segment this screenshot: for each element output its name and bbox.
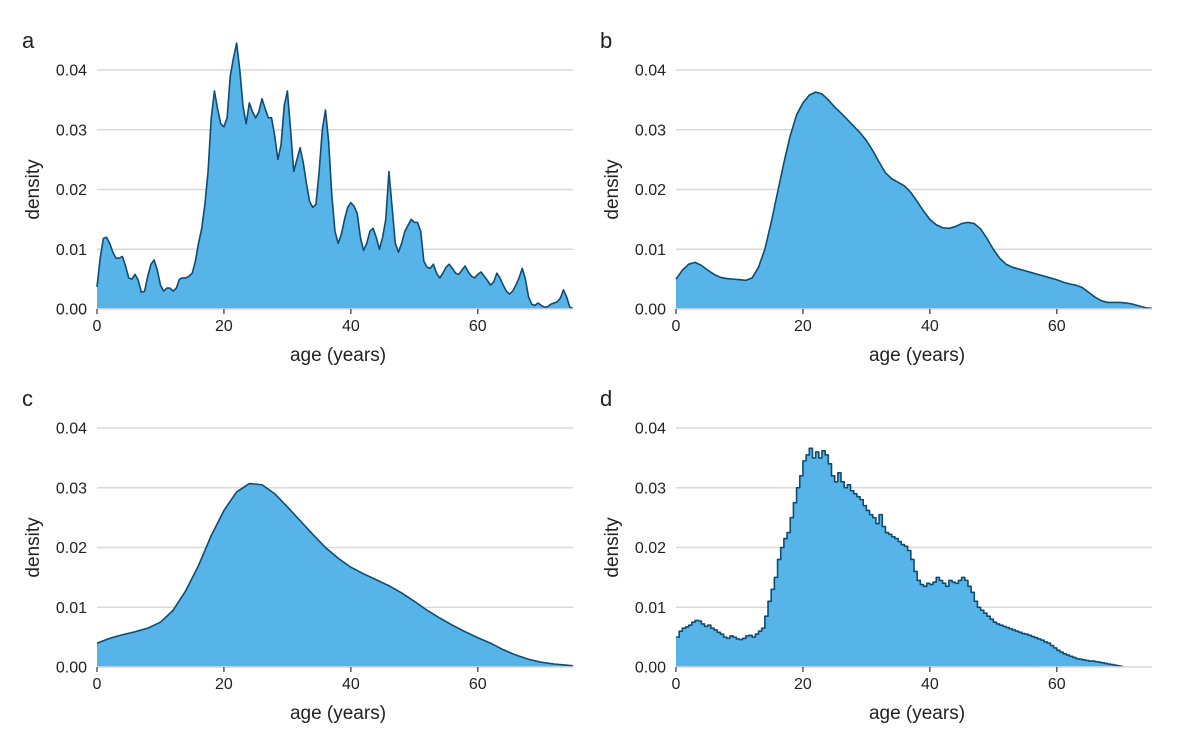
panel-label: a xyxy=(22,28,35,53)
x-axis-title: age (years) xyxy=(869,703,965,724)
y-tick-label: 0.03 xyxy=(56,480,87,497)
y-tick-label: 0.00 xyxy=(56,302,87,319)
y-tick-label: 0.00 xyxy=(635,660,666,677)
y-tick-label: 0.01 xyxy=(635,242,666,259)
y-tick-label: 0.04 xyxy=(56,63,87,80)
y-axis-title: density xyxy=(602,517,623,578)
y-axis-title: density xyxy=(602,159,623,220)
x-tick-label: 20 xyxy=(794,318,812,335)
panel-d: 0.00 0.01 0.02 0.03 0.04 0 20 40 60 age (years) de… xyxy=(600,386,1152,724)
y-tick-label: 0.00 xyxy=(635,302,666,319)
density-line xyxy=(96,482,574,667)
y-axis-title: density xyxy=(23,517,44,578)
y-tick-label: 0.04 xyxy=(56,421,87,438)
y-tick-label: 0.02 xyxy=(635,182,666,199)
x-tick-label: 0 xyxy=(93,318,102,335)
panel-a: 0.00 0.01 0.02 0.03 0.04 0 20 40 60 age (years) de… xyxy=(22,28,574,366)
x-tick-label: 60 xyxy=(469,318,487,335)
panel-label: c xyxy=(22,386,33,411)
x-tick-label: 40 xyxy=(342,318,360,335)
y-tick-label: 0.01 xyxy=(635,600,666,617)
x-tick-label: 0 xyxy=(93,676,102,693)
y-tick-label: 0.01 xyxy=(56,600,87,617)
density-area xyxy=(97,483,573,667)
y-tick-label: 0.04 xyxy=(635,421,666,438)
y-tick-label: 0.02 xyxy=(635,540,666,557)
x-tick-label: 40 xyxy=(921,318,939,335)
panel-label: b xyxy=(600,28,612,53)
panel-b: 0.00 0.01 0.02 0.03 0.04 0 20 40 60 age (years) de… xyxy=(600,28,1153,366)
y-tick-label: 0.02 xyxy=(56,182,87,199)
panel-label: d xyxy=(600,386,612,411)
density-line xyxy=(675,91,1153,310)
y-tick-label: 0.03 xyxy=(635,480,666,497)
x-axis-title: age (years) xyxy=(869,345,965,366)
x-tick-label: 0 xyxy=(672,318,681,335)
y-axis-title: density xyxy=(23,159,44,220)
x-tick-label: 20 xyxy=(794,676,812,693)
density-area xyxy=(676,448,1124,667)
x-tick-label: 60 xyxy=(469,676,487,693)
y-tick-label: 0.03 xyxy=(635,122,666,139)
x-tick-label: 20 xyxy=(215,676,233,693)
y-tick-label: 0.04 xyxy=(635,63,666,80)
y-tick-label: 0.03 xyxy=(56,122,87,139)
x-tick-label: 40 xyxy=(342,676,360,693)
density-line xyxy=(676,447,1124,668)
density-area xyxy=(97,43,573,310)
x-tick-label: 20 xyxy=(215,318,233,335)
panel-c: 0.00 0.01 0.02 0.03 0.04 0 20 40 60 age (years) de… xyxy=(22,386,574,724)
x-tick-label: 0 xyxy=(672,676,681,693)
density-line xyxy=(96,42,574,310)
x-tick-label: 40 xyxy=(921,676,939,693)
x-axis-title: age (years) xyxy=(290,345,386,366)
x-tick-label: 60 xyxy=(1048,318,1066,335)
x-axis-title: age (years) xyxy=(290,703,386,724)
y-tick-label: 0.00 xyxy=(56,660,87,677)
y-tick-label: 0.01 xyxy=(56,242,87,259)
y-tick-label: 0.02 xyxy=(56,540,87,557)
x-tick-label: 60 xyxy=(1048,676,1066,693)
density-area xyxy=(676,92,1152,309)
